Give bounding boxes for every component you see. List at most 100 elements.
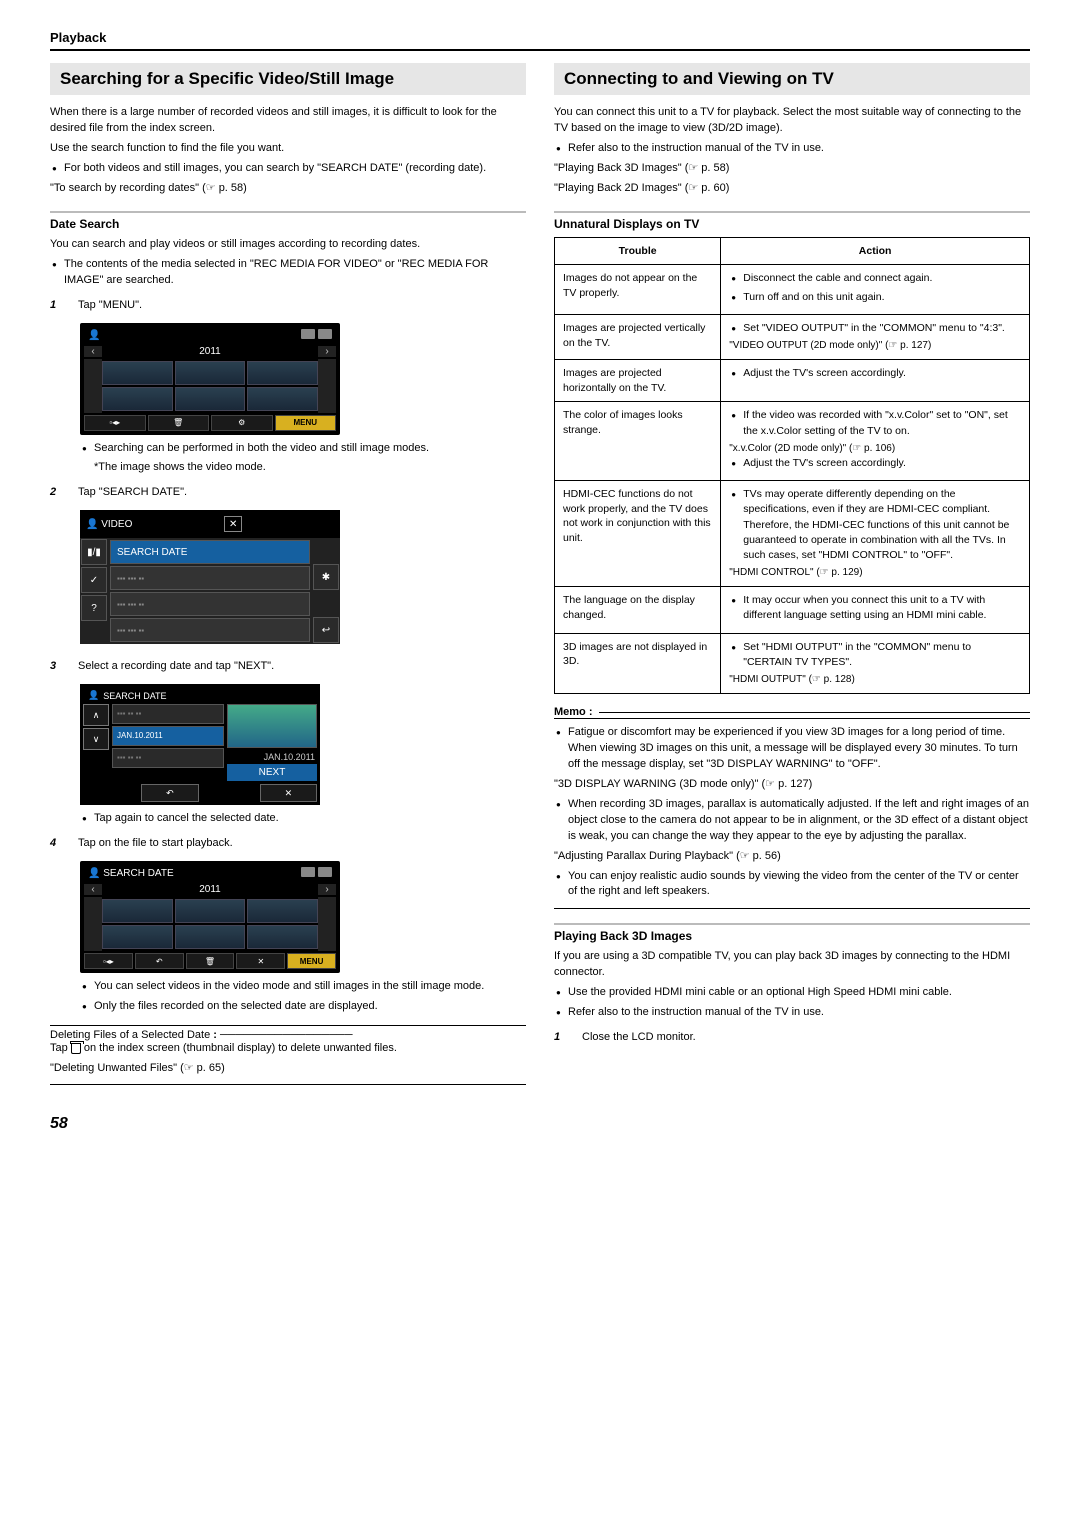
th-action: Action (721, 237, 1030, 265)
check-icon: ✓ (81, 567, 107, 593)
pb3d-p1: If you are using a 3D compatible TV, you… (554, 949, 1030, 981)
r-ref1: "Playing Back 3D Images" (☞ p. 58) (554, 161, 1030, 177)
action-bullet: If the video was recorded with "x.v.Colo… (729, 408, 1021, 438)
year-label: 2011 (102, 882, 318, 897)
action-bullet: Turn off and on this unit again. (729, 290, 1021, 305)
left-column: Searching for a Specific Video/Still Ima… (50, 63, 526, 1085)
r-ref2: "Playing Back 2D Images" (☞ p. 60) (554, 181, 1030, 197)
memo-ref1: "3D DISPLAY WARNING (3D mode only)" (☞ p… (554, 777, 1030, 793)
step-number: 4 (50, 837, 66, 849)
pb3d-b1: Use the provided HDMI mini cable or an o… (554, 985, 1030, 1001)
play-pause-icon: ▮/▮ (81, 539, 107, 565)
action-cell: It may occur when you connect this unit … (721, 587, 1030, 633)
screen-menu: 👤 ‹2011› ▫◂▸🗑⚙MENU (80, 323, 340, 435)
back-icon: ↶ (141, 784, 198, 802)
year-label: 2011 (102, 344, 318, 359)
settings-icon: ✱ (313, 564, 339, 590)
screen-search-date: 👤SEARCH DATE ∧∨ ▪▪▪ ▪▪ ▪▪ JAN.10.2011 ▪▪… (80, 684, 320, 805)
step-2-text: Tap "SEARCH DATE". (78, 486, 187, 498)
trash-btn: 🗑 (148, 415, 210, 431)
right-title: Connecting to and Viewing on TV (554, 63, 1030, 95)
date-row: ▪▪▪ ▪▪ ▪▪ (112, 748, 224, 768)
memo-title: Memo : (554, 706, 1030, 719)
sd-icon (301, 329, 315, 339)
mode-btn: ▫◂▸ (84, 415, 146, 431)
preview-thumb (227, 704, 317, 748)
action-cell: TVs may operate differently depending on… (721, 481, 1030, 587)
prev-arrow: ‹ (84, 346, 102, 357)
trouble-cell: Images are projected horizontally on the… (555, 360, 721, 402)
trouble-cell: HDMI-CEC functions do not work properly,… (555, 481, 721, 587)
menu-btn: MENU (287, 953, 336, 969)
trouble-cell: 3D images are not displayed in 3D. (555, 633, 721, 693)
search-date-item: SEARCH DATE (110, 540, 310, 564)
prev-arrow: ‹ (84, 884, 102, 895)
action-bullet: It may occur when you connect this unit … (729, 593, 1021, 623)
trash-icon (71, 1043, 81, 1054)
s3-note: Tap again to cancel the selected date. (80, 811, 526, 827)
action-cell: If the video was recorded with "x.v.Colo… (721, 402, 1030, 481)
action-bullet: Adjust the TV's screen accordingly. (729, 366, 1021, 381)
action-cell: Disconnect the cable and connect again.T… (721, 265, 1030, 314)
menu-item: ▪▪▪ ▪▪▪ ▪▪ (110, 618, 310, 642)
video-icon: 👤 (88, 330, 100, 341)
page-number: 58 (50, 1115, 1030, 1133)
next-btn: NEXT (227, 764, 317, 781)
trouble-cell: Images are projected vertically on the T… (555, 314, 721, 359)
date-search-title: Date Search (50, 217, 526, 231)
deleting-section: Deleting Files of a Selected Date : ────… (50, 1025, 526, 1085)
action-ref: "HDMI CONTROL" (☞ p. 129) (729, 566, 1021, 580)
action-ref: "VIDEO OUTPUT (2D mode only)" (☞ p. 127) (729, 339, 1021, 353)
action-bullet: Set "HDMI OUTPUT" in the "COMMON" menu t… (729, 640, 1021, 670)
s1-note2: *The image shows the video mode. (94, 460, 526, 476)
action-bullet: Set "VIDEO OUTPUT" in the "COMMON" menu … (729, 321, 1021, 336)
th-trouble: Trouble (555, 237, 721, 265)
intro-1: When there is a large number of recorded… (50, 105, 526, 137)
mode-btn: ▫◂▸ (84, 953, 133, 969)
step-number: 3 (50, 660, 66, 672)
up-arrow-icon: ∧ (83, 704, 109, 726)
sd-title-2: SEARCH DATE (103, 868, 173, 879)
video-title: VIDEO (101, 519, 132, 530)
action-bullet: TVs may operate differently depending on… (729, 487, 1021, 563)
next-arrow: › (318, 884, 336, 895)
menu-item: ▪▪▪ ▪▪▪ ▪▪ (110, 566, 310, 590)
date-row-selected: JAN.10.2011 (112, 726, 224, 746)
figure-2: 👤 VIDEO✕ ▮/▮✓? SEARCH DATE ▪▪▪ ▪▪▪ ▪▪ ▪▪… (80, 510, 340, 644)
step-4-text: Tap on the file to start playback. (78, 837, 233, 849)
step-2: 2 Tap "SEARCH DATE". (50, 486, 526, 498)
figure-1: 👤 ‹2011› ▫◂▸🗑⚙MENU (80, 323, 340, 435)
menu-item: ▪▪▪ ▪▪▪ ▪▪ (110, 592, 310, 616)
unnatural-section: Unnatural Displays on TV TroubleAction I… (554, 211, 1030, 694)
del-body: Tap on the index screen (thumbnail displ… (50, 1041, 526, 1057)
video-icon: 👤 (88, 868, 103, 879)
playing-3d-section: Playing Back 3D Images If you are using … (554, 923, 1030, 1043)
battery-icon (318, 867, 332, 877)
step-1: 1 Tap "MENU". (50, 299, 526, 311)
pb3d-title: Playing Back 3D Images (554, 929, 1030, 943)
page-header: Playback (50, 30, 1030, 51)
s4-b1: You can select videos in the video mode … (80, 979, 526, 995)
intro-2: Use the search function to find the file… (50, 141, 526, 157)
back-btn: ↶ (135, 953, 184, 969)
return-icon: ↩ (313, 617, 339, 643)
date-search-section: Date Search You can search and play vide… (50, 211, 526, 1085)
memo-3: You can enjoy realistic audio sounds by … (554, 869, 1030, 901)
pb3d-b2: Refer also to the instruction manual of … (554, 1005, 1030, 1021)
tbl-title: Unnatural Displays on TV (554, 217, 1030, 231)
action-cell: Adjust the TV's screen accordingly. (721, 360, 1030, 402)
del-ref: "Deleting Unwanted Files" (☞ p. 65) (50, 1061, 526, 1077)
video-icon: 👤 (88, 690, 99, 701)
screen-results: 👤 SEARCH DATE ‹2011› ▫◂▸↶🗑✕MENU (80, 861, 340, 973)
close-btn: ✕ (236, 953, 285, 969)
step-3-text: Select a recording date and tap "NEXT". (78, 660, 274, 672)
pb3d-step1: 1 Close the LCD monitor. (554, 1031, 1030, 1043)
close-icon: ✕ (260, 784, 317, 802)
figure-4: 👤 SEARCH DATE ‹2011› ▫◂▸↶🗑✕MENU (80, 861, 340, 973)
left-title: Searching for a Specific Video/Still Ima… (50, 63, 526, 95)
s1-note1: Searching can be performed in both the v… (80, 441, 526, 457)
right-column: Connecting to and Viewing on TV You can … (554, 63, 1030, 1085)
step-number: 2 (50, 486, 66, 498)
pb3d-s1: Close the LCD monitor. (582, 1031, 696, 1043)
action-bullet: Adjust the TV's screen accordingly. (729, 456, 1021, 471)
